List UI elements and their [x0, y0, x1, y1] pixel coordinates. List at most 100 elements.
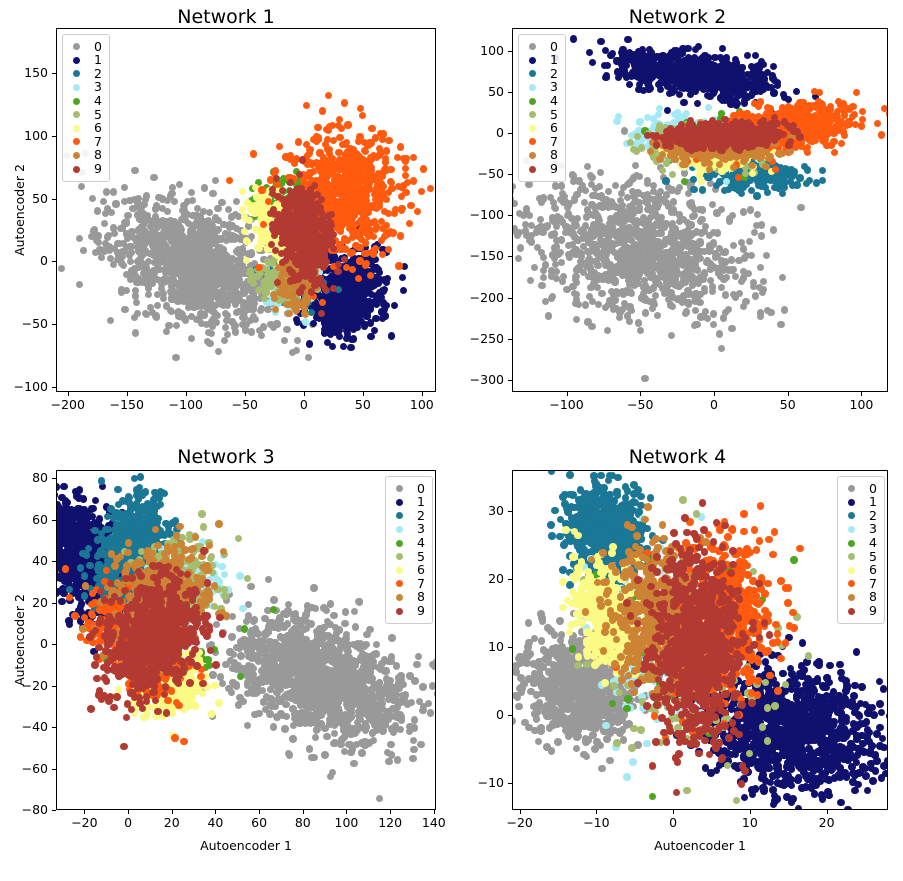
scatter-point — [249, 150, 257, 158]
x-tick-label: 50 — [355, 398, 371, 412]
scatter-point — [124, 211, 132, 220]
x-tickmark — [303, 392, 305, 396]
scatter-point — [148, 218, 156, 226]
scatter-point — [170, 197, 179, 205]
scatter-point — [256, 307, 264, 315]
legend-item-9[interactable]: 9 — [69, 162, 102, 176]
scatter-point — [152, 312, 160, 320]
scatter-point — [164, 266, 172, 274]
points-network-1 — [57, 29, 435, 391]
legend-label: 8 — [94, 149, 102, 162]
scatter-point — [642, 309, 650, 317]
scatter-point — [300, 230, 308, 238]
scatter-point — [583, 162, 592, 170]
scatter-point — [316, 274, 325, 282]
scatter-point — [663, 235, 671, 243]
scatter-point — [729, 211, 737, 219]
scatter-point — [513, 182, 517, 191]
scatter-point — [243, 237, 251, 245]
scatter-point — [717, 205, 726, 213]
scatter-point — [401, 158, 409, 166]
legend-label: 9 — [94, 162, 102, 176]
scatter-point — [180, 201, 188, 209]
scatter-point — [682, 308, 690, 316]
scatter-point — [272, 246, 280, 254]
scatter-point — [385, 136, 393, 145]
scatter-point — [131, 329, 139, 337]
scatter-point — [172, 353, 180, 361]
scatter-point — [159, 235, 167, 243]
scatter-point — [569, 282, 577, 290]
scatter-point — [605, 219, 614, 227]
y-tick-label: 50 — [32, 192, 48, 205]
scatter-point — [314, 124, 322, 132]
scatter-point — [760, 285, 768, 293]
scatter-point — [150, 258, 158, 266]
scatter-point — [151, 213, 160, 221]
panel-network-2: Network 2 −100 −50 0 50 100 −300 −250 −200 −150−… — [452, 0, 903, 440]
y-tick-label: 150 — [24, 66, 48, 80]
scatter-point — [75, 280, 83, 289]
scatter-point — [101, 209, 109, 218]
scatter-point — [728, 256, 736, 264]
scatter-point — [291, 159, 299, 167]
scatter-point — [750, 228, 759, 236]
scatter-point — [615, 234, 623, 242]
scatter-point — [226, 177, 234, 185]
scatter-point — [559, 272, 567, 280]
scatter-point — [76, 234, 84, 243]
scatter-point — [175, 181, 183, 189]
scatter-point — [168, 183, 176, 191]
scatter-point — [742, 298, 750, 306]
scatter-point — [258, 186, 266, 194]
scatter-point — [634, 319, 642, 327]
scatter-point — [298, 224, 306, 232]
scatter-point — [255, 244, 263, 252]
scatter-point — [592, 184, 600, 192]
scatter-point — [103, 188, 111, 196]
scatter-point — [231, 269, 239, 278]
scatter-point — [397, 206, 405, 214]
scatter-point — [188, 188, 196, 196]
scatter-point — [367, 333, 375, 341]
scatter-point — [759, 277, 768, 285]
scatter-point — [570, 197, 578, 205]
scatter-point — [193, 316, 201, 324]
scatter-point — [525, 181, 533, 189]
scatter-point — [735, 289, 743, 297]
scatter-point — [219, 286, 227, 294]
scatter-point — [272, 174, 280, 182]
scatter-point — [369, 246, 378, 254]
legend-item-4[interactable]: 4 — [69, 94, 102, 108]
scatter-point — [128, 227, 136, 236]
scatter-point — [327, 222, 335, 230]
ylabel-network-1: Autoencoder 2 — [12, 164, 27, 256]
scatter-point — [305, 340, 313, 348]
scatter-point — [728, 266, 736, 274]
scatter-point — [639, 289, 647, 297]
scatter-point — [317, 309, 325, 317]
scatter-point — [419, 165, 427, 173]
scatter-point — [275, 142, 284, 150]
scatter-point — [191, 211, 199, 219]
scatter-point — [140, 201, 148, 209]
scatter-point — [140, 265, 148, 273]
scatter-point — [715, 330, 724, 338]
scatter-point — [235, 307, 243, 316]
scatter-point — [581, 222, 590, 230]
scatter-point — [346, 249, 354, 257]
scatter-point — [319, 241, 327, 249]
scatter-point — [763, 306, 771, 315]
scatter-point — [514, 254, 522, 263]
scatter-point — [281, 256, 289, 265]
scatter-point — [410, 153, 418, 161]
scatter-point — [213, 290, 222, 298]
scatter-point — [675, 217, 683, 225]
axes-network-1 — [56, 28, 436, 392]
scatter-point — [292, 346, 300, 354]
scatter-point — [112, 200, 120, 208]
scatter-point — [756, 312, 764, 321]
scatter-point — [687, 201, 695, 209]
y-tick-label: −50 — [22, 317, 48, 331]
